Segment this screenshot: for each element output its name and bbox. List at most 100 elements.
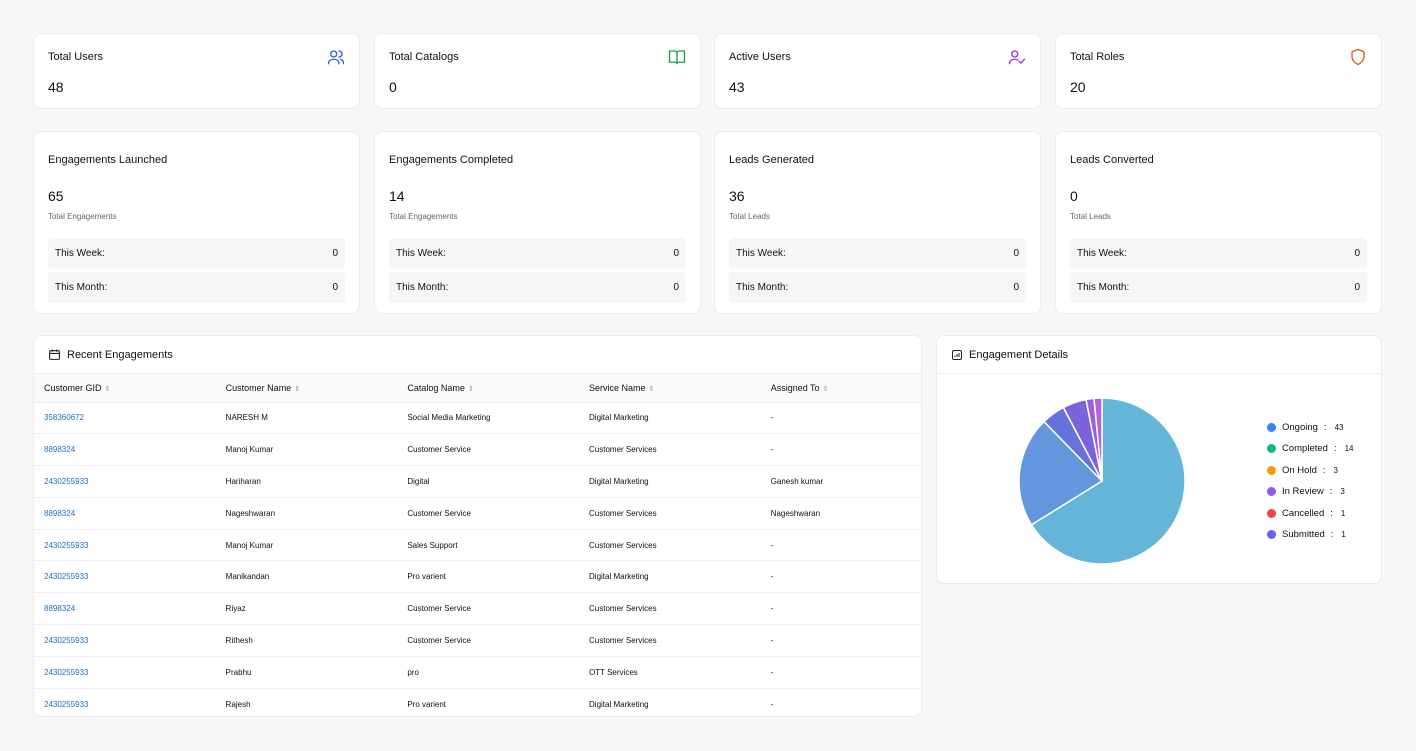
table-cell: Rithesh <box>215 624 398 657</box>
table-cell: - <box>760 688 921 716</box>
table-cell: Social Media Marketing <box>397 402 580 435</box>
users-icon <box>327 50 345 65</box>
table-row[interactable]: 8898324 Riyaz Customer Service Customer Ser… <box>34 592 921 626</box>
table-row[interactable]: 8898324 Manoj Kumar Customer Service Custom… <box>34 433 921 467</box>
table-row[interactable]: 2430255933 Hariharan Digital Digital Market… <box>34 465 921 498</box>
engagement-card-subtitle: Total Engagements <box>389 212 458 221</box>
week-label: This Week: <box>55 248 105 259</box>
stat-value: 20 <box>1070 79 1086 95</box>
month-label: This Month: <box>396 282 449 293</box>
table-cell: Customer Service <box>397 624 580 657</box>
table-cell: pro <box>397 656 580 689</box>
book-open-icon <box>668 50 686 65</box>
this-month-row: This Month: 0 <box>389 272 686 303</box>
column-header[interactable]: Customer Name ⇕ <box>215 374 398 403</box>
table-cell: - <box>760 560 921 594</box>
table-row[interactable]: 2430255933 Prabhu pro OTT Services - <box>34 656 921 689</box>
stat-card-3: Total Roles 20 <box>1055 33 1382 109</box>
sort-icon[interactable]: ⇕ <box>294 385 301 393</box>
column-header[interactable]: Catalog Name ⇕ <box>397 374 580 403</box>
sort-icon[interactable]: ⇕ <box>467 385 474 393</box>
this-month-row: This Month: 0 <box>729 272 1026 303</box>
legend-dot <box>1267 508 1276 518</box>
customer-gid-link[interactable]: 8898324 <box>34 433 216 467</box>
column-header[interactable]: Assigned To ⇕ <box>760 374 921 403</box>
table-row[interactable]: 2430255933 Rithesh Customer Service Custome… <box>34 624 921 657</box>
pie-slice-submitted[interactable] <box>1093 397 1103 482</box>
legend-item: Ongoing:43 <box>1267 422 1343 433</box>
table-cell: Ganesh kumar <box>760 465 921 498</box>
week-value: 0 <box>1354 248 1360 259</box>
shield-icon <box>1351 48 1365 66</box>
month-label: This Month: <box>55 282 108 293</box>
this-month-row: This Month: 0 <box>48 272 345 303</box>
table-cell: Sales Support <box>397 529 580 562</box>
engagement-card-value: 65 <box>48 188 64 204</box>
table-cell: Manikandan <box>215 560 398 594</box>
legend-dot <box>1267 423 1276 432</box>
table-cell: Customer Service <box>397 433 580 467</box>
table-row[interactable]: 2430255933 Manoj Kumar Sales Support Custom… <box>34 529 921 562</box>
engagement-card-3: Leads Converted 0 Total Leads This Week:… <box>1055 131 1382 314</box>
sort-icon[interactable]: ⇕ <box>822 385 829 393</box>
this-month-row: This Month: 0 <box>1070 272 1367 303</box>
table-cell: Pro varient <box>397 688 580 716</box>
column-header[interactable]: Customer GID ⇕ <box>34 374 216 403</box>
engagement-card-value: 0 <box>1070 188 1078 204</box>
engagement-card-title: Leads Generated <box>729 154 815 166</box>
week-label: This Week: <box>736 248 786 259</box>
table-cell: Riyaz <box>215 592 398 626</box>
this-week-row: This Week: 0 <box>48 238 345 269</box>
table-row[interactable]: 358360672 NARESH M Social Media Marketing D… <box>34 402 921 435</box>
customer-gid-link[interactable]: 2430255933 <box>34 529 216 562</box>
customer-gid-link[interactable]: 2430255933 <box>34 560 216 594</box>
customer-gid-link[interactable]: 2430255933 <box>34 688 216 716</box>
pie-slice-completed[interactable] <box>1018 420 1104 526</box>
engagement-card-title: Engagements Launched <box>48 154 168 166</box>
legend-dot <box>1267 444 1276 454</box>
recent-engagements-title: Recent Engagements <box>67 348 173 361</box>
stat-card-0: Total Users 48 <box>33 33 360 109</box>
stat-label: Total Users <box>48 51 104 63</box>
week-label: This Week: <box>1077 248 1127 259</box>
this-week-row: This Week: 0 <box>1070 238 1367 269</box>
engagement-card-subtitle: Total Engagements <box>48 212 117 221</box>
table-cell: Digital Marketing <box>579 688 761 716</box>
customer-gid-link[interactable]: 2430255933 <box>34 656 216 689</box>
calendar-icon <box>49 349 60 360</box>
table-cell: NARESH M <box>215 402 398 435</box>
pie-slice-ongoing[interactable] <box>1030 397 1186 565</box>
sort-icon[interactable]: ⇕ <box>648 385 655 393</box>
table-cell: Rajesh <box>215 688 398 716</box>
engagement-card-value: 36 <box>729 188 745 204</box>
table-cell: Hariharan <box>215 465 398 498</box>
table-cell: Customer Service <box>397 592 580 626</box>
this-week-row: This Week: 0 <box>389 238 686 269</box>
week-label: This Week: <box>396 248 446 259</box>
table-cell: Digital Marketing <box>579 560 761 594</box>
column-header[interactable]: Service Name ⇕ <box>579 374 761 403</box>
month-value: 0 <box>673 282 679 293</box>
stat-value: 43 <box>729 79 745 95</box>
table-cell: Pro varient <box>397 560 580 594</box>
customer-gid-link[interactable]: 8898324 <box>34 592 216 626</box>
table-cell: Customer Service <box>397 497 580 530</box>
sort-icon[interactable]: ⇕ <box>104 385 111 393</box>
recent-engagements-card: Recent Engagements Customer GID ⇕ Customer… <box>33 335 922 717</box>
legend-dot <box>1267 487 1276 497</box>
customer-gid-link[interactable]: 2430255933 <box>34 624 216 657</box>
user-check-icon <box>1008 50 1026 65</box>
customer-gid-link[interactable]: 2430255933 <box>34 465 216 498</box>
table-cell: - <box>760 656 921 689</box>
pie-chart <box>1018 397 1186 565</box>
engagement-card-title: Leads Converted <box>1070 154 1154 166</box>
customer-gid-link[interactable]: 8898324 <box>34 497 216 530</box>
engagement-card-0: Engagements Launched 65 Total Engagement… <box>33 131 360 314</box>
table-row[interactable]: 8898324 Nageshwaran Customer Service Custom… <box>34 497 921 530</box>
customer-gid-link[interactable]: 358360672 <box>34 402 216 435</box>
legend-dot <box>1267 530 1276 539</box>
table-cell: Prabhu <box>215 656 398 689</box>
table-row[interactable]: 2430255933 Manikandan Pro varient Digital M… <box>34 560 921 594</box>
table-cell: Digital Marketing <box>579 402 761 435</box>
table-row[interactable]: 2430255933 Rajesh Pro varient Digital Marke… <box>34 688 921 716</box>
